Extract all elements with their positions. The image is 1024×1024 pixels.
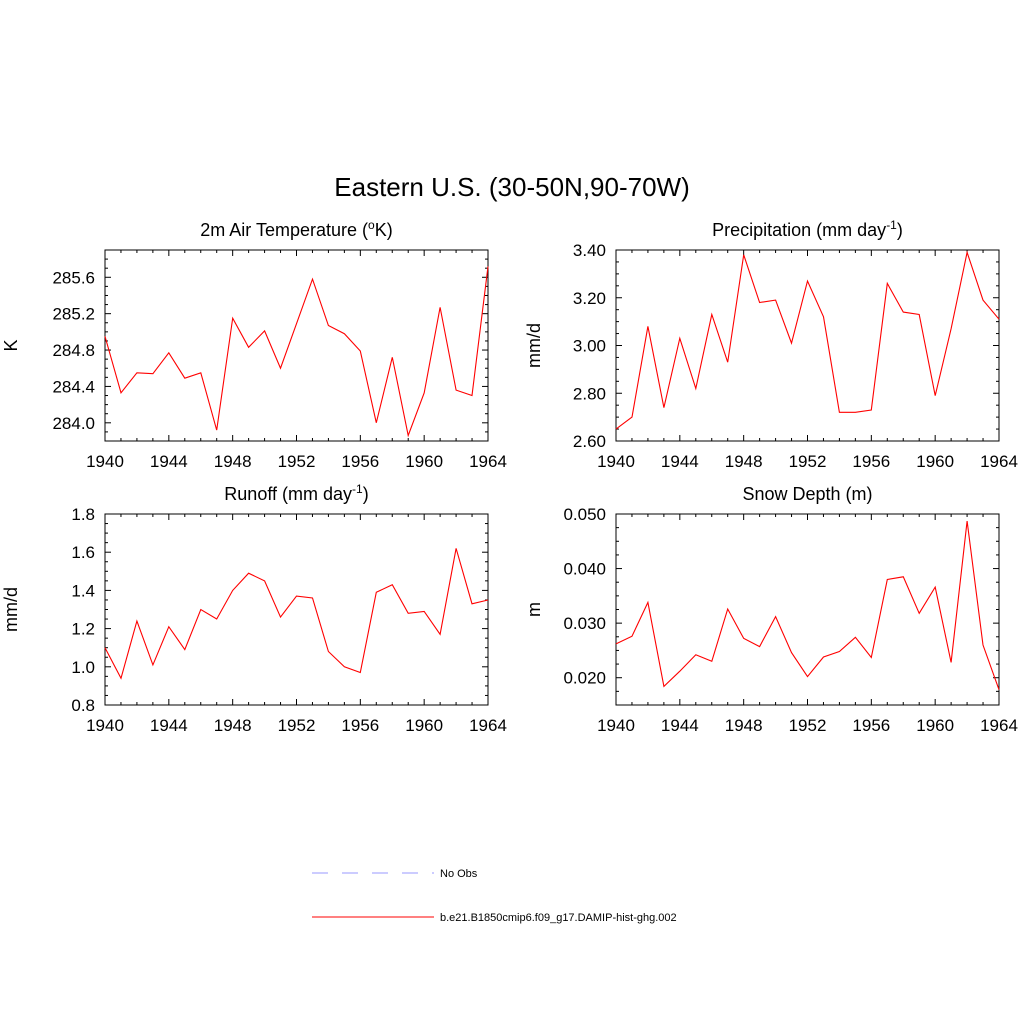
- panel-group: 2m Air Temperature (oK) 1940 1944 1948 1952 1…: [1, 218, 1018, 735]
- y-tick-label: 0.050: [563, 505, 606, 524]
- y-tick-label: 3.40: [573, 241, 606, 260]
- series-line: [104, 266, 489, 438]
- x-tick-label: 1952: [278, 452, 316, 471]
- y-axis-label: K: [1, 339, 21, 351]
- y-tick-label: 0.030: [563, 614, 606, 633]
- x-tick-label: 1960: [405, 716, 443, 735]
- panel-title: 2m Air Temperature (oK): [200, 218, 392, 240]
- y-tick-label: 284.0: [52, 414, 95, 433]
- x-tick-label: 1944: [661, 452, 699, 471]
- x-tick-label: 1948: [214, 452, 252, 471]
- panel-1: 2m Air Temperature (oK) 1940 1944 1948 1952 1…: [1, 218, 507, 471]
- x-tick-label: 1948: [214, 716, 252, 735]
- x-tick-label: 1948: [725, 452, 763, 471]
- x-tick-label: 1960: [916, 716, 954, 735]
- legend-label: No Obs: [440, 868, 478, 880]
- x-tick-label: 1952: [278, 716, 316, 735]
- x-tick-label: 1940: [597, 716, 635, 735]
- x-tick-label: 1940: [597, 452, 635, 471]
- x-tick-label: 1944: [150, 716, 188, 735]
- y-tick-label: 1.4: [71, 581, 95, 600]
- x-tick-label: 1940: [86, 716, 124, 735]
- x-tick-label: 1964: [980, 716, 1018, 735]
- y-tick-label: 0.040: [563, 560, 606, 579]
- y-tick-label: 284.8: [52, 341, 95, 360]
- x-tick-label: 1944: [150, 452, 188, 471]
- series-line: [615, 250, 1000, 430]
- y-tick-label: 2.80: [573, 384, 606, 403]
- x-tick-label: 1956: [852, 716, 890, 735]
- y-axis-label: mm/d: [524, 323, 544, 368]
- panel-title: Runoff (mm day-1): [224, 482, 368, 504]
- panel-3: Runoff (mm day-1) 1940 1944 1948 1952 1956 196…: [1, 482, 507, 735]
- series-line: [104, 548, 489, 680]
- legend: No Obs b.e21.B1850cmip6.f09_g17.DAMIP-his…: [312, 868, 677, 924]
- legend-item: No Obs: [312, 868, 478, 880]
- plot-frame: [104, 513, 489, 706]
- plot-frame: [615, 249, 1000, 442]
- series-line: [615, 521, 1000, 690]
- panel-2: Precipitation (mm day-1) 1940 1944 1948 1952…: [524, 218, 1018, 471]
- x-tick-label: 1960: [405, 452, 443, 471]
- y-tick-label: 284.4: [52, 377, 95, 396]
- y-tick-label: 0.020: [563, 669, 606, 688]
- x-tick-label: 1956: [341, 452, 379, 471]
- x-tick-label: 1956: [341, 716, 379, 735]
- y-tick-label: 1.2: [71, 620, 95, 639]
- y-tick-label: 3.00: [573, 337, 606, 356]
- y-tick-label: 1.6: [71, 543, 95, 562]
- y-tick-label: 3.20: [573, 289, 606, 308]
- panel-4: Snow Depth (m) 1940 1944 1948 1952 1956 1960 19…: [524, 484, 1018, 735]
- y-tick-label: 285.6: [52, 268, 95, 287]
- panel-title: Snow Depth (m): [742, 484, 872, 504]
- x-tick-label: 1960: [916, 452, 954, 471]
- x-tick-label: 1952: [789, 452, 827, 471]
- y-tick-label: 1.8: [71, 505, 95, 524]
- x-tick-label: 1944: [661, 716, 699, 735]
- x-tick-label: 1952: [789, 716, 827, 735]
- x-tick-label: 1948: [725, 716, 763, 735]
- plot-frame: [104, 249, 489, 442]
- y-tick-label: 285.2: [52, 305, 95, 324]
- x-tick-label: 1940: [86, 452, 124, 471]
- x-tick-label: 1964: [469, 716, 507, 735]
- y-tick-label: 1.0: [71, 658, 95, 677]
- y-axis-label: mm/d: [1, 587, 21, 632]
- legend-item: b.e21.B1850cmip6.f09_g17.DAMIP-hist-ghg.…: [312, 912, 677, 924]
- y-tick-label: 2.60: [573, 432, 606, 451]
- panel-title: Precipitation (mm day-1): [712, 218, 903, 240]
- x-tick-label: 1964: [980, 452, 1018, 471]
- legend-label: b.e21.B1850cmip6.f09_g17.DAMIP-hist-ghg.…: [440, 912, 677, 924]
- x-tick-label: 1956: [852, 452, 890, 471]
- y-axis-label: m: [524, 602, 544, 617]
- x-tick-label: 1964: [469, 452, 507, 471]
- y-tick-label: 0.8: [71, 696, 95, 715]
- figure-title: Eastern U.S. (30-50N,90-70W): [334, 172, 689, 202]
